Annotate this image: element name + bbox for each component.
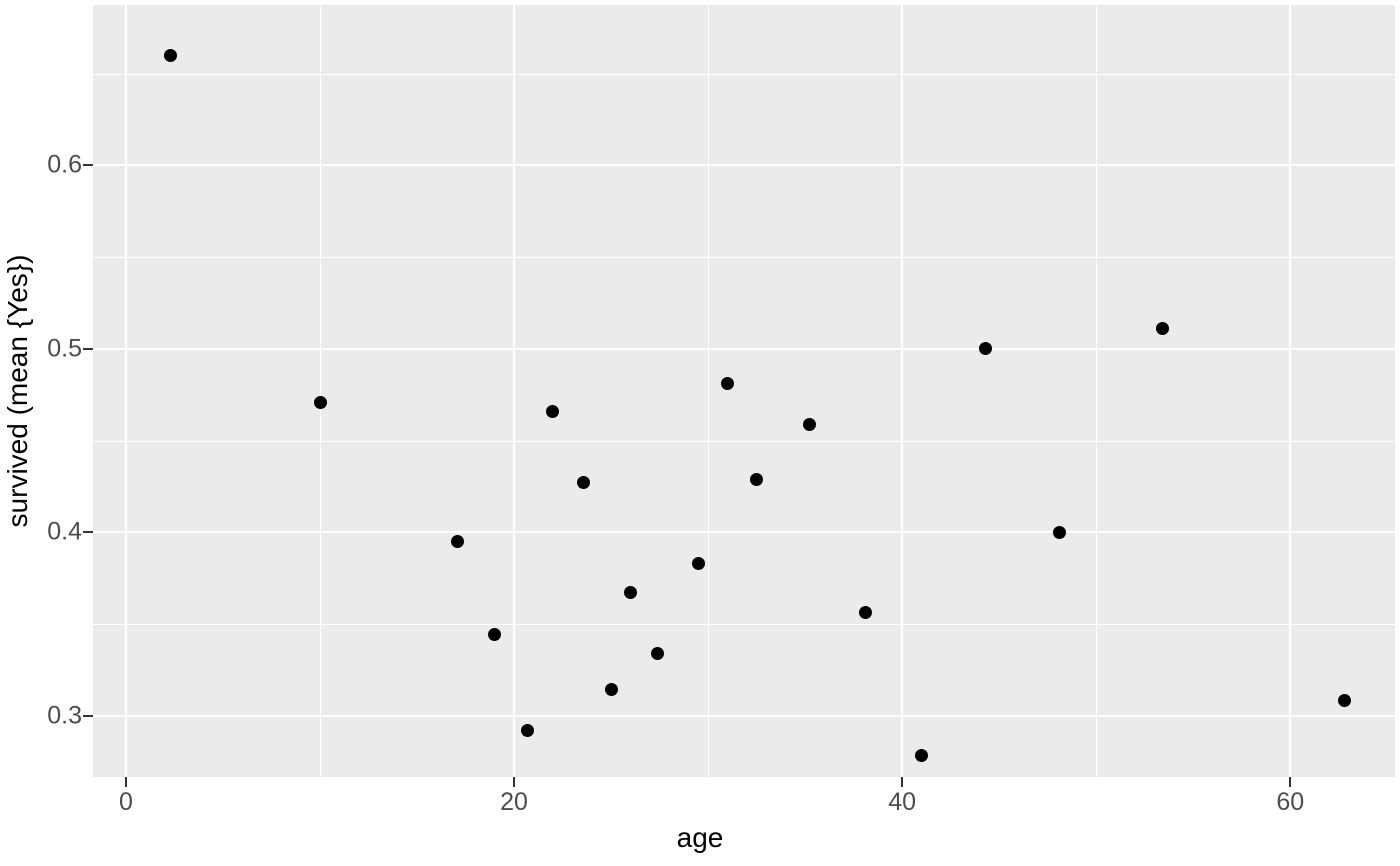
gridline-minor-x [1096,5,1098,777]
y-axis-tick-mark [83,531,93,534]
gridline-minor-y [93,623,1395,625]
data-point [858,606,872,620]
data-point [546,404,560,418]
data-point [721,377,734,391]
gridline-major-y [93,347,1395,350]
data-point [451,534,465,548]
gridline-minor-x [708,5,710,777]
x-axis-tick-mark [124,777,127,787]
data-point [691,556,705,570]
y-axis-tick-label: 0.4 [47,517,82,546]
gridline-major-x [1289,5,1292,777]
y-axis-title: survived (mean {Yes}) [2,254,33,528]
x-axis-tick-mark [513,777,516,787]
data-point [915,749,929,763]
gridline-major-y [93,531,1395,534]
x-axis-tick-label: 0 [119,788,133,816]
gridline-major-y [93,164,1395,167]
data-point [488,628,502,642]
y-axis-tick-mark [83,347,93,350]
gridline-major-y [93,714,1395,717]
data-point [313,395,327,409]
data-point [750,472,764,486]
data-point [521,723,535,737]
x-axis-tick-label: 40 [888,788,917,816]
x-axis-tick-mark [1289,777,1292,787]
gridline-minor-y [93,440,1395,442]
gridline-minor-y [93,73,1395,75]
y-axis-tick-label: 0.3 [47,701,82,730]
data-point [577,476,591,490]
data-point [164,48,178,62]
data-point [623,586,637,600]
y-axis-tick-mark [83,164,93,167]
x-axis-tick-label: 60 [1276,788,1305,816]
gridline-minor-x [320,5,322,777]
plot-panel [93,5,1395,777]
gridline-minor-y [93,257,1395,259]
y-axis-tick-label: 0.5 [47,334,82,363]
x-axis-tick-mark [901,777,904,787]
x-axis-title: age [676,822,724,853]
data-point [651,646,665,660]
y-axis-tick-mark [83,714,93,717]
gridline-major-x [901,5,904,777]
gridline-major-x [513,5,516,777]
y-axis-tick-label: 0.6 [47,150,82,179]
data-point [802,417,816,431]
data-point [1052,525,1066,539]
data-point [604,683,618,697]
data-point [1338,694,1352,708]
gridline-major-x [124,5,127,777]
x-axis-tick-label: 20 [500,788,528,816]
data-point [979,342,993,356]
data-point [1155,322,1169,336]
